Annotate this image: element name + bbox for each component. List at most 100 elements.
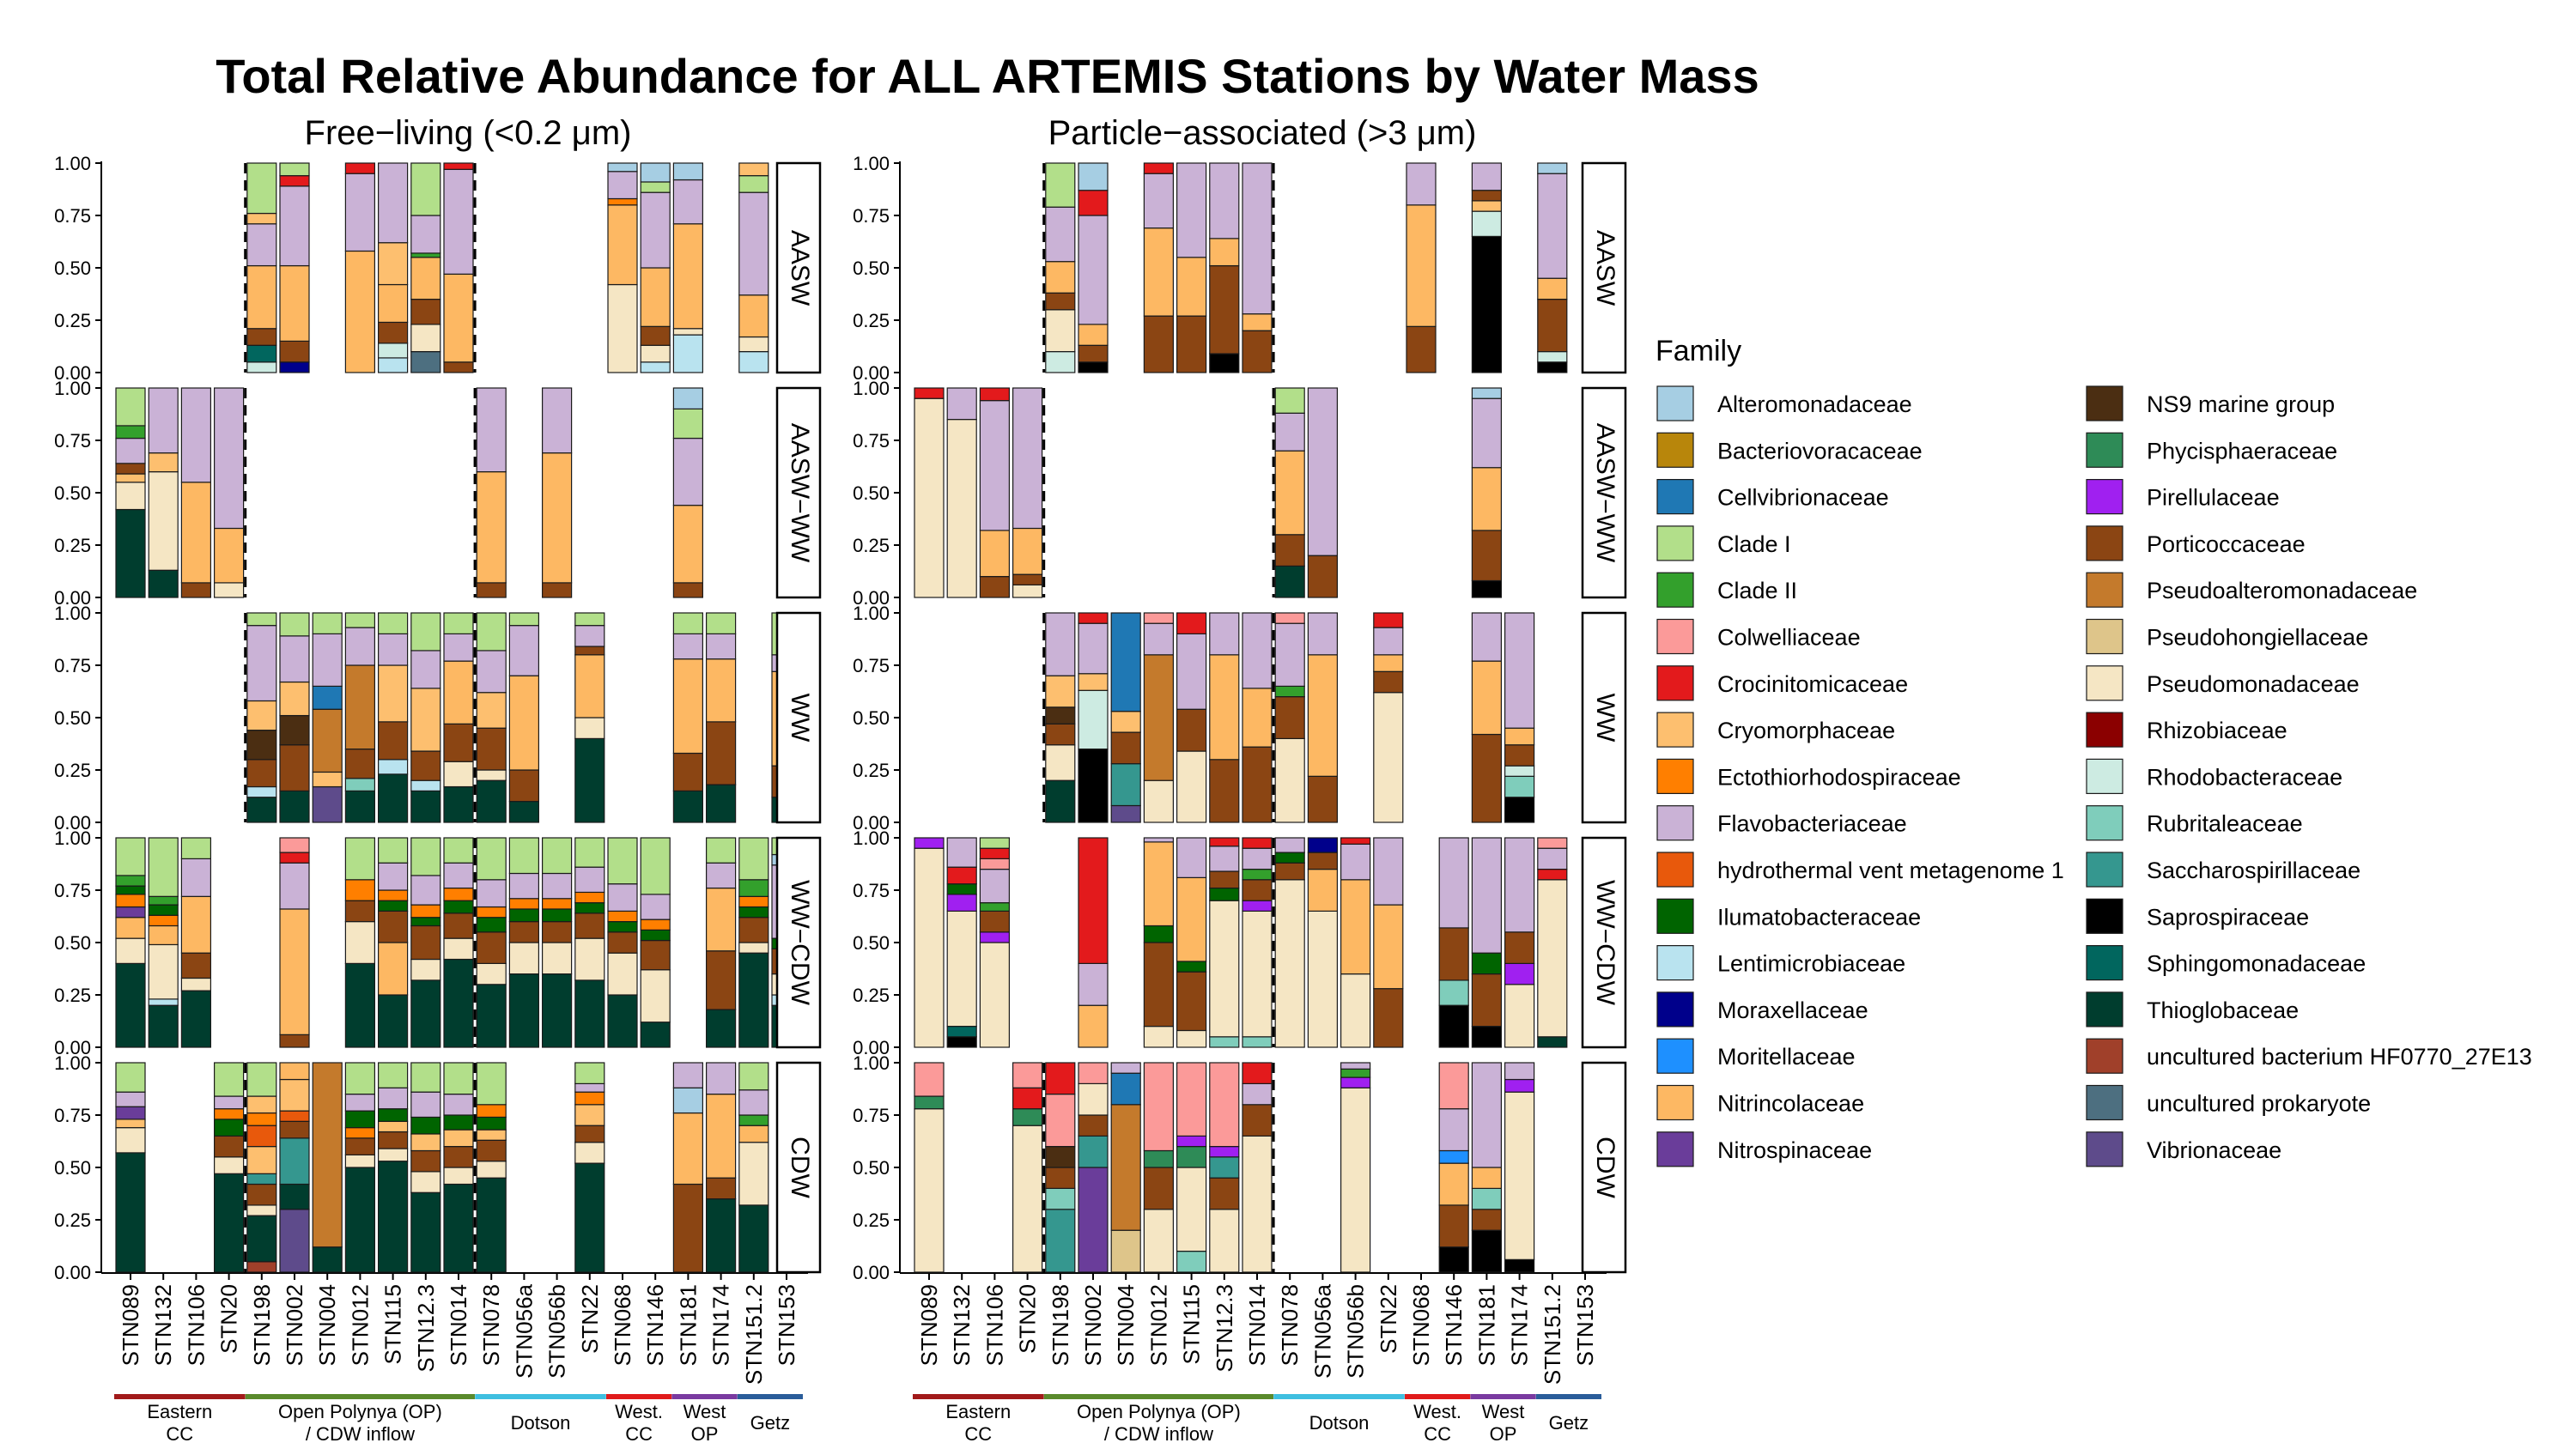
bar-segment-pa-cdw-stn012-colwelliaceae <box>1143 1062 1175 1152</box>
bar-segment-fl-cdw-stn174-flavobacteriaceae <box>705 1062 737 1095</box>
bar-segment-pa-ww-cdw-stn106-porticoccaceae <box>979 910 1011 933</box>
bar-segment-fl-cdw-stn012-ilumatobacteraceae <box>344 1110 375 1129</box>
bar-segment-pa-cdw-stn002-saccharospirillaceae <box>1078 1135 1109 1168</box>
bar-segment-fl-aasw-stn115-porticoccaceae <box>378 321 409 344</box>
x-tick-label-pa-stn198: STN198 <box>1048 1284 1073 1366</box>
x-tick-label-pa-stn181: STN181 <box>1473 1284 1499 1366</box>
bar-segment-pa-aasw-ww-stn181-porticoccaceae <box>1471 530 1503 582</box>
bar-segment-fl-cdw-stn198-pseudomonadaceae <box>246 1204 277 1216</box>
bar-segment-pa-aasw-ww-stn181-flavobacteriaceae <box>1471 397 1503 469</box>
bar-segment-pa-ww-cdw-stn115-flavobacteriaceae <box>1176 837 1207 878</box>
bar-segment-pa-aasw-stn198-clade-i <box>1045 162 1076 208</box>
bar-segment-pa-ww-stn004-cryomorphaceae <box>1110 711 1141 733</box>
bar-segment-pa-aasw-ww-stn20-pseudomonadaceae <box>1012 584 1043 598</box>
bar-segment-fl-aasw-stn115-nitrincolaceae <box>378 283 409 324</box>
group-label-pa-dotson: Dotson <box>1309 1412 1370 1434</box>
bar-segment-fl-ww-stn115-cryomorphaceae <box>378 664 409 723</box>
x-tick-label-fl-stn132: STN132 <box>150 1284 176 1366</box>
bar-segment-fl-ww-cdw-stn132-nitrincolaceae <box>148 925 179 946</box>
bar-segment-pa-ww-stn078-porticoccaceae <box>1274 695 1305 739</box>
bar-segment-fl-cdw-stn181-porticoccaceae <box>672 1183 704 1273</box>
legend-swatch-rubritaleaceae <box>2086 805 2123 841</box>
bar-segment-fl-aasw-ww-stn089-thioglobaceae <box>115 508 146 598</box>
bar-segment-pa-aasw-ww-stn056a-flavobacteriaceae <box>1307 387 1339 556</box>
bar-segment-pa-aasw-ww-stn106-porticoccaceae <box>979 575 1011 598</box>
bar-segment-fl-ww-stn004-cellvibrionaceae <box>312 685 343 710</box>
bar-segment-pa-cdw-stn198-saccharospirillaceae <box>1045 1209 1076 1273</box>
y-tick-label: 1.00 <box>853 153 890 174</box>
plot-layer: 0.00 0.25 0.50 0.75 1.00 AASW 0.00 0.25 0.50 0.75… <box>54 153 2532 1445</box>
bar-segment-pa-aasw-stn002-flavobacteriaceae <box>1078 215 1109 325</box>
bar-segment-fl-ww-cdw-stn002-crocinitomicaceae <box>279 852 310 864</box>
bar-segment-fl-ww-cdw-stn132-ilumatobacteraceae <box>148 904 179 916</box>
y-tick-label: 0.25 <box>853 310 890 331</box>
legend-label-lentimicrobiaceae: Lentimicrobiaceae <box>1717 951 1905 977</box>
bar-segment-fl-aasw-stn014-flavobacteriaceae <box>443 168 474 275</box>
bar-segment-fl-aasw-stn115-flavobacteriaceae <box>378 162 409 244</box>
bar-segment-fl-ww-cdw-stn089-clade-i <box>115 837 146 876</box>
bar-segment-fl-cdw-stn089-flavobacteriaceae <box>115 1091 146 1107</box>
bar-segment-pa-ww-cdw-stn146-flavobacteriaceae <box>1438 837 1469 929</box>
y-tick-label: 0.50 <box>853 1157 890 1179</box>
bar-segment-fl-ww-cdw-stn174-porticoccaceae <box>705 950 737 1010</box>
bar-segment-pa-cdw-stn002-pseudomonadaceae <box>1078 1082 1109 1116</box>
group-label-pa-west-op: OP <box>1490 1423 1517 1445</box>
bar-segment-fl-ww-stn012-thioglobaceae <box>344 790 375 823</box>
bar-segment-fl-cdw-stn174-porticoccaceae <box>705 1177 737 1200</box>
bar-segment-fl-ww-stn115-porticoccaceae <box>378 721 409 761</box>
bar-segment-pa-ww-cdw-stn132-pseudomonadaceae <box>946 910 977 1028</box>
bar-segment-fl-ww-cdw-stn174-nitrincolaceae <box>705 887 737 952</box>
bar-segment-fl-aasw-stn198-cryomorphaceae <box>246 212 277 225</box>
bar-segment-fl-ww-stn002-porticoccaceae <box>279 744 310 791</box>
bar-segment-fl-ww-stn078-thioglobaceae <box>476 779 507 823</box>
bar-segment-fl-cdw-stn115-porticoccaceae <box>378 1131 409 1149</box>
strip-box-pa-ww <box>1581 611 1627 824</box>
panel-title-particle-associated: Particle−associated (>3 μm) <box>1048 114 1477 152</box>
bar-segment-pa-ww-cdw-stn012-ilumatobacteraceae <box>1143 925 1175 943</box>
bar-segment-fl-ww-stn198-thioglobaceae <box>246 797 277 823</box>
bar-segment-fl-ww-cdw-stn146-pseudomonadaceae <box>640 969 671 1023</box>
bar-segment-pa-cdw-stn002-nitrospinaceae <box>1078 1167 1109 1273</box>
x-tick-label-pa-stn146: STN146 <box>1441 1284 1467 1366</box>
bar-segment-pa-aasw-ww-stn078-thioglobaceae <box>1274 565 1305 598</box>
bar-segment-fl-aasw-ww-stn181-porticoccaceae <box>672 582 704 598</box>
bar-segment-fl-aasw-ww-stn078-flavobacteriaceae <box>476 387 507 473</box>
bar-segment-pa-ww-cdw-stn012-nitrincolaceae <box>1143 841 1175 927</box>
bar-segment-pa-aasw-ww-stn089-crocinitomicaceae <box>914 387 945 399</box>
x-tick-label-fl-stn20: STN20 <box>216 1284 242 1354</box>
x-tick-label-fl-stn012: STN012 <box>347 1284 373 1366</box>
bar-segment-fl-ww-cdw-stn12-3-thioglobaceae <box>410 979 441 1048</box>
bar-segment-fl-ww-stn014-clade-i <box>443 612 474 634</box>
bar-segment-pa-ww-cdw-stn132-ilumatobacteraceae <box>946 883 977 895</box>
bar-segment-fl-ww-cdw-stn012-thioglobaceae <box>344 962 375 1048</box>
bar-segment-pa-cdw-stn198-rubritaleaceae <box>1045 1187 1076 1210</box>
bar-segment-pa-ww-cdw-stn151-2-crocinitomicaceae <box>1537 868 1568 881</box>
bar-segment-pa-cdw-stn004-cellvibrionaceae <box>1110 1072 1141 1106</box>
bar-segment-fl-ww-cdw-stn056a-flavobacteriaceae <box>508 872 540 900</box>
bar-segment-pa-ww-cdw-stn014-flavobacteriaceae <box>1242 847 1273 870</box>
bar-segment-fl-ww-cdw-stn132-pseudomonadaceae <box>148 943 179 1000</box>
bar-segment-pa-ww-cdw-stn002-flavobacteriaceae <box>1078 962 1109 1006</box>
strip-label-fl-ww-cdw: WW−CDW <box>786 880 814 1005</box>
bar-segment-fl-ww-stn115-flavobacteriaceae <box>378 633 409 666</box>
bar-segment-pa-cdw-stn181-porticoccaceae <box>1471 1209 1503 1231</box>
y-tick-label: 1.00 <box>853 1052 890 1074</box>
bar-segment-pa-ww-cdw-stn181-ilumatobacteraceae <box>1471 952 1503 975</box>
bar-segment-fl-ww-stn004-vibrionaceae <box>312 785 343 823</box>
bar-segment-fl-aasw-stn115-lentimicrobiaceae <box>378 357 409 373</box>
bar-segment-fl-ww-cdw-stn014-ilumatobacteraceae <box>443 900 474 914</box>
bar-segment-fl-cdw-stn12-3-porticoccaceae <box>410 1149 441 1173</box>
bar-segment-fl-cdw-stn078-thioglobaceae <box>476 1177 507 1273</box>
bar-segment-pa-aasw-ww-stn078-nitrincolaceae <box>1274 450 1305 536</box>
bar-segment-fl-ww-stn22-flavobacteriaceae <box>574 625 605 647</box>
x-tick-label-fl-stn146: STN146 <box>642 1284 668 1366</box>
bar-segment-fl-aasw-stn002-porticoccaceae <box>279 340 310 363</box>
bar-segment-fl-ww-stn12-3-thioglobaceae <box>410 790 441 823</box>
bar-segment-fl-ww-cdw-stn146-thioglobaceae <box>640 1022 671 1048</box>
bar-segment-fl-ww-cdw-stn22-pseudomonadaceae <box>574 937 605 981</box>
bar-segment-fl-cdw-stn002-cryomorphaceae <box>279 1078 310 1112</box>
bar-segment-pa-cdw-stn002-colwelliaceae <box>1078 1062 1109 1084</box>
bar-segment-fl-ww-stn174-flavobacteriaceae <box>705 633 737 660</box>
bar-segment-pa-cdw-stn146-saprospiraceae <box>1438 1246 1469 1273</box>
